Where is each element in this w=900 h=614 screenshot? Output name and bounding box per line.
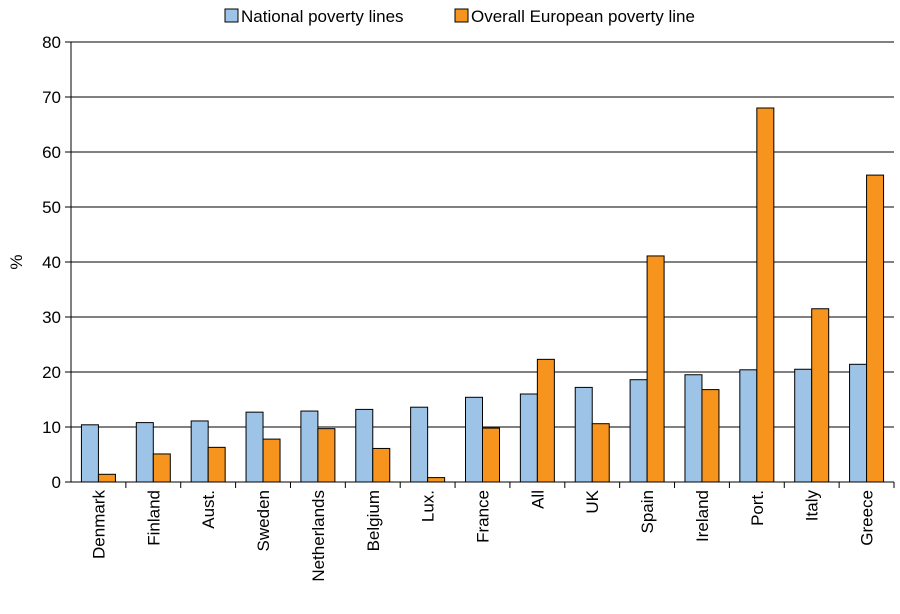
- x-category-label: Greece: [858, 490, 877, 546]
- bar-national-finland: [135, 422, 154, 483]
- x-category-label: Belgium: [364, 490, 383, 551]
- legend-swatch-national: [224, 8, 239, 23]
- y-tick-label: 60: [42, 143, 61, 162]
- bar-european-italy: [811, 308, 830, 483]
- bar-european-ireland: [701, 389, 720, 483]
- legend: National poverty lines Overall European …: [224, 7, 695, 26]
- y-tick-label: 50: [42, 198, 61, 217]
- bar-national-greece: [849, 363, 868, 483]
- legend-label-european: Overall European poverty line: [471, 7, 695, 26]
- bar-national-uk: [574, 386, 593, 483]
- y-axis-label: %: [7, 254, 26, 269]
- bar-european-greece: [866, 174, 885, 483]
- y-tick-label: 10: [42, 418, 61, 437]
- bar-european-netherlands: [317, 428, 336, 483]
- bar-european-finland: [152, 453, 171, 483]
- x-category-label: Finland: [144, 490, 163, 546]
- bar-national-lux: [410, 406, 429, 483]
- y-tick-label: 20: [42, 363, 61, 382]
- x-category-label: Port.: [748, 490, 767, 526]
- bar-european-denmark: [97, 473, 116, 483]
- bar-european-aust: [207, 446, 226, 483]
- bar-national-netherlands: [300, 410, 319, 483]
- x-category-label: Denmark: [89, 490, 108, 559]
- x-category-label: Aust.: [199, 490, 218, 529]
- y-tick-label: 80: [42, 33, 61, 52]
- x-category-label: Italy: [803, 490, 822, 522]
- bar-european-spain: [646, 255, 665, 483]
- y-tick-label: 70: [42, 88, 61, 107]
- y-tick-label: 0: [52, 473, 61, 492]
- bar-european-sweden: [262, 438, 281, 483]
- x-category-label: France: [474, 490, 493, 543]
- bar-national-denmark: [80, 424, 99, 483]
- bar-national-sweden: [245, 411, 264, 483]
- bar-national-all: [519, 393, 538, 483]
- bar-european-lux: [427, 477, 446, 483]
- y-tick-label: 30: [42, 308, 61, 327]
- y-tick-label: 40: [42, 253, 61, 272]
- legend-swatch-european: [454, 8, 469, 23]
- bar-national-aust: [190, 420, 209, 483]
- x-category-label: Ireland: [693, 490, 712, 542]
- x-category-label: Sweden: [254, 490, 273, 551]
- bar-european-france: [482, 427, 500, 483]
- x-category-label: Spain: [638, 490, 657, 533]
- bar-national-france: [465, 396, 483, 483]
- x-category-label: Lux.: [419, 490, 438, 522]
- x-category-label: Netherlands: [309, 490, 328, 582]
- x-category-label: UK: [583, 489, 602, 513]
- bar-national-port: [739, 369, 758, 483]
- x-category-label: All: [528, 490, 547, 509]
- bar-european-uk: [591, 423, 610, 483]
- bar-european-all: [536, 358, 555, 483]
- bar-national-ireland: [684, 374, 703, 483]
- legend-label-national: National poverty lines: [241, 7, 404, 26]
- bar-national-italy: [794, 368, 813, 483]
- bar-national-spain: [629, 379, 648, 483]
- bar-european-port: [756, 107, 775, 483]
- bar-national-belgium: [355, 408, 374, 483]
- bar-european-belgium: [372, 447, 391, 483]
